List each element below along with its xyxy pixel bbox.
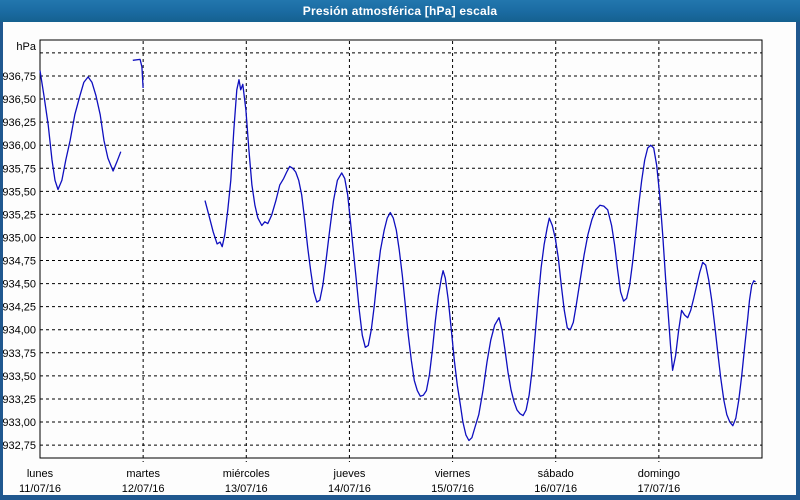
y-tick-label: 932,75: [2, 440, 36, 452]
y-tick-label: 936,75: [2, 71, 36, 83]
x-day-name: lunes: [27, 468, 54, 480]
y-tick-label: 933,00: [2, 417, 36, 429]
y-tick-label: 936,50: [2, 94, 36, 106]
pressure-line: [204, 79, 756, 442]
y-axis-unit-label: hPa: [16, 41, 36, 53]
x-day-name: jueves: [333, 468, 366, 480]
x-day-name: martes: [126, 468, 160, 480]
y-tick-label: 933,75: [2, 348, 36, 360]
pressure-line: [132, 58, 144, 89]
x-day-name: miércoles: [223, 468, 271, 480]
x-day-date: 17/07/16: [637, 483, 680, 495]
y-tick-label: 935,25: [2, 209, 36, 221]
y-tick-label: 935,00: [2, 232, 36, 244]
y-tick-label: 933,50: [2, 371, 36, 383]
window-border-bottom: [0, 495, 800, 500]
y-tick-label: 934,25: [2, 302, 36, 314]
x-day-date: 16/07/16: [534, 483, 577, 495]
y-tick-label: 936,25: [2, 117, 36, 129]
x-day-date: 13/07/16: [225, 483, 268, 495]
x-day-date: 14/07/16: [328, 483, 371, 495]
x-day-date: 11/07/16: [19, 483, 61, 495]
x-day-name: sábado: [538, 468, 574, 480]
x-day-date: 12/07/16: [122, 483, 165, 495]
y-tick-label: 934,50: [2, 279, 36, 291]
pressure-line: [39, 70, 122, 191]
window-border-right: [796, 22, 800, 500]
y-tick-label: 934,75: [2, 256, 36, 268]
y-tick-label: 934,00: [2, 325, 36, 337]
window-border-left: [0, 22, 3, 500]
y-tick-label: 933,25: [2, 394, 36, 406]
y-tick-label: 935,50: [2, 186, 36, 198]
y-tick-label: 935,75: [2, 163, 36, 175]
x-day-name: domingo: [638, 468, 680, 480]
x-day-name: viernes: [435, 468, 471, 480]
plot-frame: [39, 39, 763, 459]
x-day-date: 15/07/16: [431, 483, 474, 495]
chart-title-bar: Presión atmosférica [hPa] escala: [0, 0, 800, 22]
y-tick-label: 936,00: [2, 140, 36, 152]
chart-title: Presión atmosférica [hPa] escala: [302, 4, 498, 18]
